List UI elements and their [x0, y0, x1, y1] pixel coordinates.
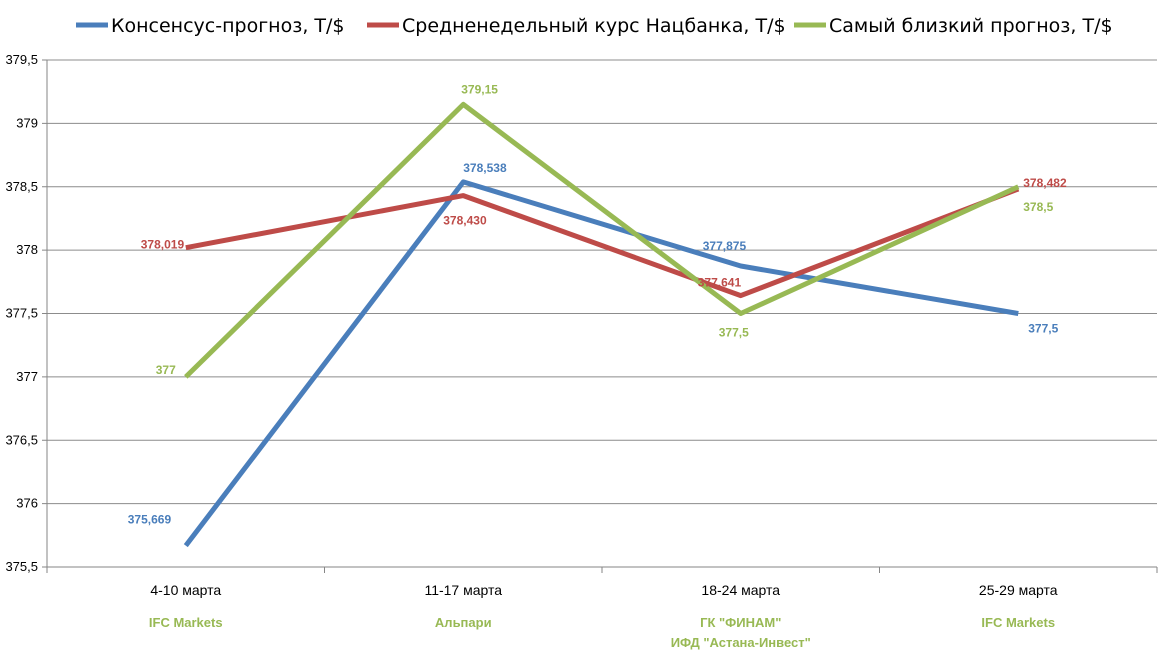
data-label-2: 379,15: [461, 82, 498, 96]
x-category-label: 18-24 марта: [701, 582, 780, 598]
x-category-label: 11-17 марта: [424, 582, 502, 598]
x-sub-label: Альпари: [435, 615, 492, 630]
series-lines: [183, 101, 1020, 548]
data-label-2: 378,5: [1023, 200, 1053, 214]
y-tick-label: 377: [16, 369, 38, 384]
legend-label-1: Средненедельный курс Нацбанка, Т/$: [402, 15, 786, 37]
y-tick-label: 379,5: [5, 52, 38, 67]
legend-label-2: Самый близкий прогноз, Т/$: [829, 15, 1113, 37]
data-label-2: 377: [156, 363, 176, 377]
data-labels: 375,669 378,538 377,875 377,5 378,019 378,430…: [128, 82, 1067, 526]
data-label-1: 378,019: [141, 238, 185, 252]
y-tick-label: 377,5: [5, 306, 38, 321]
legend-label-0: Консенсус-прогноз, Т/$: [111, 15, 345, 37]
y-tick-label: 378: [16, 242, 38, 257]
data-label-1: 377,641: [698, 276, 742, 290]
data-label-1: 378,482: [1023, 176, 1067, 190]
x-sub-label: IFC Markets: [149, 615, 223, 630]
y-tick-label: 379: [16, 115, 38, 130]
data-label-0: 377,875: [703, 239, 747, 253]
series-line-0: [183, 179, 1019, 548]
data-label-0: 377,5: [1028, 322, 1058, 336]
y-tick-label: 376,5: [5, 432, 38, 447]
y-axis-tick-labels: 375,5 376 376,5 377 377,5 378 378,5 379 379,5: [5, 52, 38, 574]
x-sub-label: IFC Markets: [981, 615, 1055, 630]
data-label-1: 378,430: [443, 214, 487, 228]
y-tick-label: 376: [16, 496, 38, 511]
data-label-2: 377,5: [719, 326, 749, 340]
series-line-1: [185, 186, 1020, 299]
data-label-0: 378,538: [463, 161, 507, 175]
axes: [42, 59, 1158, 573]
legend: Консенсус-прогноз, Т/$ Средненедельный ку…: [76, 15, 1113, 37]
x-sub-label: ГК "ФИНАМ": [700, 615, 781, 630]
x-axis-category-labels: 4-10 марта IFC Markets 11-17 марта Альпари 1…: [149, 582, 1058, 650]
data-label-0: 375,669: [128, 513, 172, 527]
x-category-label: 25-29 марта: [979, 582, 1058, 598]
y-tick-label: 378,5: [5, 179, 38, 194]
gridlines: [47, 59, 1157, 568]
series-line-2: [184, 101, 1020, 379]
y-tick-label: 375,5: [5, 559, 38, 574]
x-sub-label: ИФД "Астана-Инвест": [671, 635, 811, 650]
x-category-label: 4-10 марта: [150, 582, 221, 598]
